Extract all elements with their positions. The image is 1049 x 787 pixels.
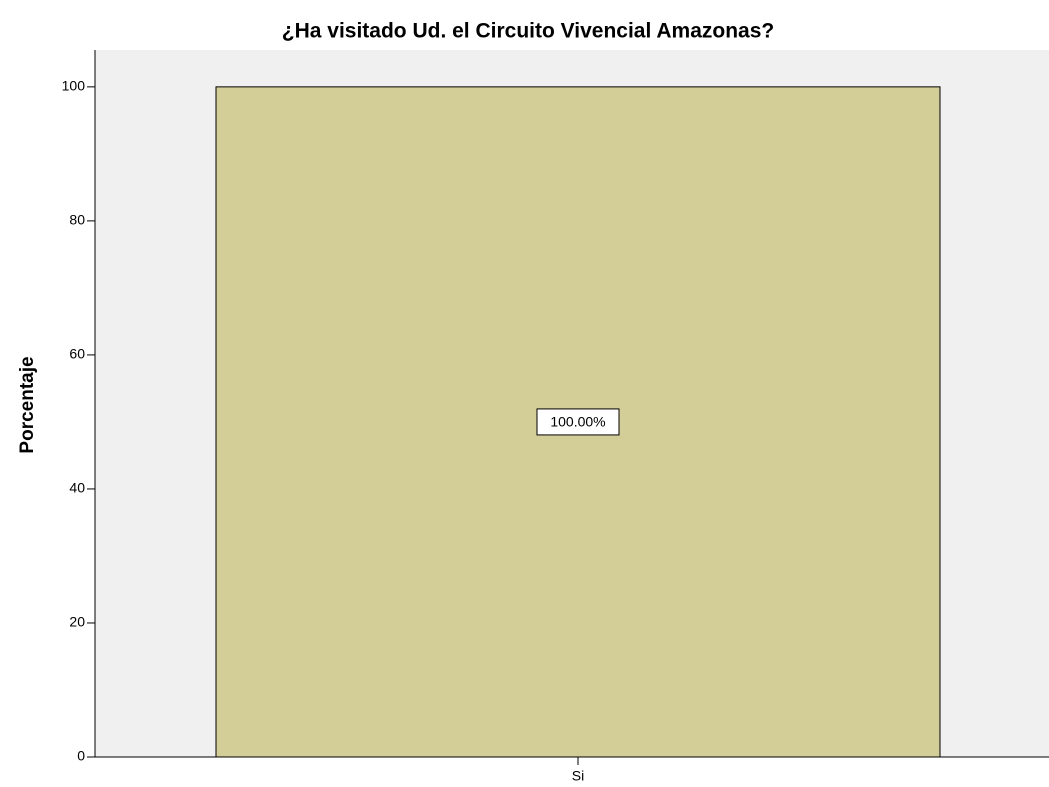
y-axis-label: Porcentaje (17, 356, 38, 453)
y-tick-label: 60 (69, 346, 85, 362)
x-tick-label: Si (572, 768, 584, 784)
bar (215, 86, 941, 758)
chart-title: ¿Ha visitado Ud. el Circuito Vivencial A… (282, 20, 774, 43)
y-tick-label: 100 (62, 78, 86, 94)
y-tick-label: 40 (69, 480, 85, 496)
value-label-box (536, 408, 620, 436)
y-tick-label: 80 (69, 212, 85, 228)
value-label: 100.00% (550, 414, 605, 430)
y-tick-label: 20 (69, 614, 85, 630)
y-tick-label: 0 (77, 748, 85, 764)
